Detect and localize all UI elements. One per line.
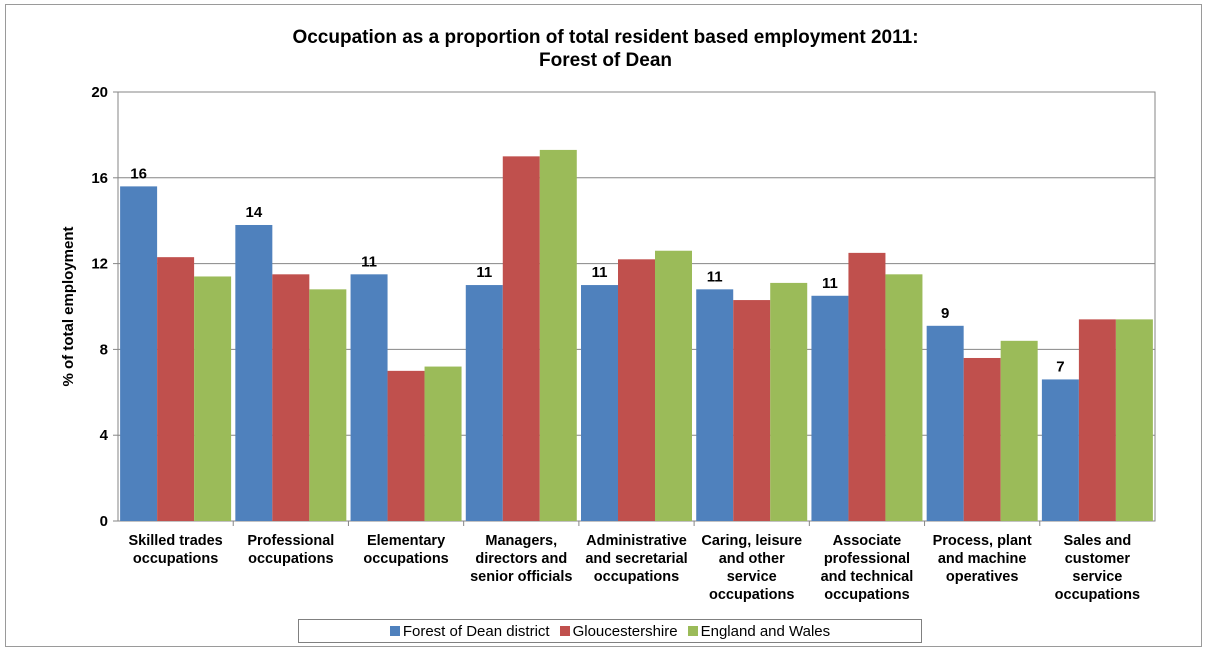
data-label: 14: [245, 204, 262, 221]
bar-2-2: [272, 274, 310, 521]
x-tick-label: occupations: [709, 587, 794, 603]
data-label: 9: [941, 305, 949, 322]
x-tick-label: and technical: [821, 569, 914, 585]
bar-1-7: [811, 295, 849, 521]
x-tick-label: Skilled trades: [128, 533, 222, 549]
bar-1-2: [235, 224, 273, 522]
x-tick-label: occupations: [594, 569, 679, 585]
x-tick-label: occupations: [1055, 587, 1140, 603]
x-tick-label: occupations: [824, 587, 909, 603]
bar-chart: 0 4 8 12 16 20 % of total employment 16 Skilled …: [60, 84, 1156, 603]
x-tick-label: and machine: [938, 551, 1027, 567]
x-tick-label: Managers,: [485, 533, 557, 549]
data-label: 11: [361, 253, 377, 270]
x-tick-label: Elementary: [367, 533, 445, 549]
legend-swatch: [389, 626, 400, 636]
bar-2-4: [502, 156, 540, 521]
bar-3-8: [1000, 340, 1038, 521]
chart-title: Occupation as a proportion of total resi…: [292, 27, 919, 48]
x-tick-label: service: [727, 569, 777, 585]
y-tick-label: 16: [91, 170, 108, 187]
x-tick-label: Sales and: [1064, 533, 1132, 549]
bar-2-7: [848, 252, 886, 521]
x-tick-label: occupations: [133, 551, 218, 567]
x-tick-label: Process, plant: [933, 533, 1032, 549]
legend-item: Gloucestershire: [559, 622, 678, 640]
data-label: 16: [130, 165, 147, 182]
x-tick-label: and other: [719, 551, 785, 567]
bar-2-8: [963, 357, 1001, 521]
x-tick-label: Associate: [833, 533, 902, 549]
x-tick-label: occupations: [248, 551, 333, 567]
legend-label: England and Wales: [700, 622, 831, 640]
x-tick-label: service: [1072, 569, 1122, 585]
y-axis-label: % of total employment: [60, 226, 77, 386]
x-tick-label: professional: [824, 551, 910, 567]
data-label: 11: [822, 275, 838, 292]
legend-item: Forest of Dean district: [389, 622, 550, 640]
bar-1-4: [465, 285, 503, 521]
bar-2-9: [1078, 319, 1116, 521]
y-tick-label: 12: [91, 256, 108, 273]
legend-swatch: [559, 626, 570, 636]
bar-1-8: [926, 325, 964, 521]
bar-2-6: [733, 300, 771, 521]
x-tick-label: Professional: [247, 533, 334, 549]
bar-1-6: [696, 289, 734, 521]
x-tick-label: occupations: [363, 551, 448, 567]
bar-1-1: [120, 186, 158, 521]
y-tick-label: 20: [91, 84, 108, 101]
legend-label: Gloucestershire: [572, 622, 678, 640]
x-tick-label: senior officials: [470, 569, 572, 585]
x-tick-label: and secretarial: [585, 551, 687, 567]
bar-1-5: [581, 285, 618, 521]
legend-swatch: [687, 626, 698, 636]
y-tick-label: 4: [100, 427, 109, 444]
data-label: 11: [592, 264, 608, 281]
bar-2-5: [618, 259, 655, 521]
data-label: 11: [476, 264, 492, 281]
bar-3-3: [424, 366, 462, 521]
bar-3-1: [194, 276, 232, 521]
y-tick-label: 8: [100, 341, 108, 358]
bar-1-3: [350, 274, 388, 521]
chart-subtitle: Forest of Dean: [538, 50, 673, 71]
bar-3-7: [885, 274, 923, 521]
bar-3-9: [1115, 319, 1153, 521]
x-tick-label: directors and: [475, 551, 567, 567]
bar-3-5: [655, 250, 692, 522]
x-tick-label: customer: [1065, 551, 1131, 567]
x-tick-label: Administrative: [586, 533, 687, 549]
bar-3-6: [770, 282, 808, 521]
bar-2-3: [387, 370, 425, 521]
legend-label: Forest of Dean district: [402, 622, 550, 640]
x-tick-label: Caring, leisure: [701, 533, 802, 549]
y-tick-label: 0: [100, 513, 108, 530]
bar-1-9: [1041, 379, 1079, 521]
chart-legend: Forest of Dean district Gloucestershire En…: [298, 619, 922, 643]
x-tick-label: operatives: [946, 569, 1019, 585]
data-label: 11: [707, 268, 723, 285]
bar-3-2: [309, 289, 347, 521]
data-label: 7: [1056, 358, 1064, 375]
legend-item: England and Wales: [687, 622, 831, 640]
bar-2-1: [157, 257, 195, 521]
bar-3-4: [539, 149, 577, 522]
